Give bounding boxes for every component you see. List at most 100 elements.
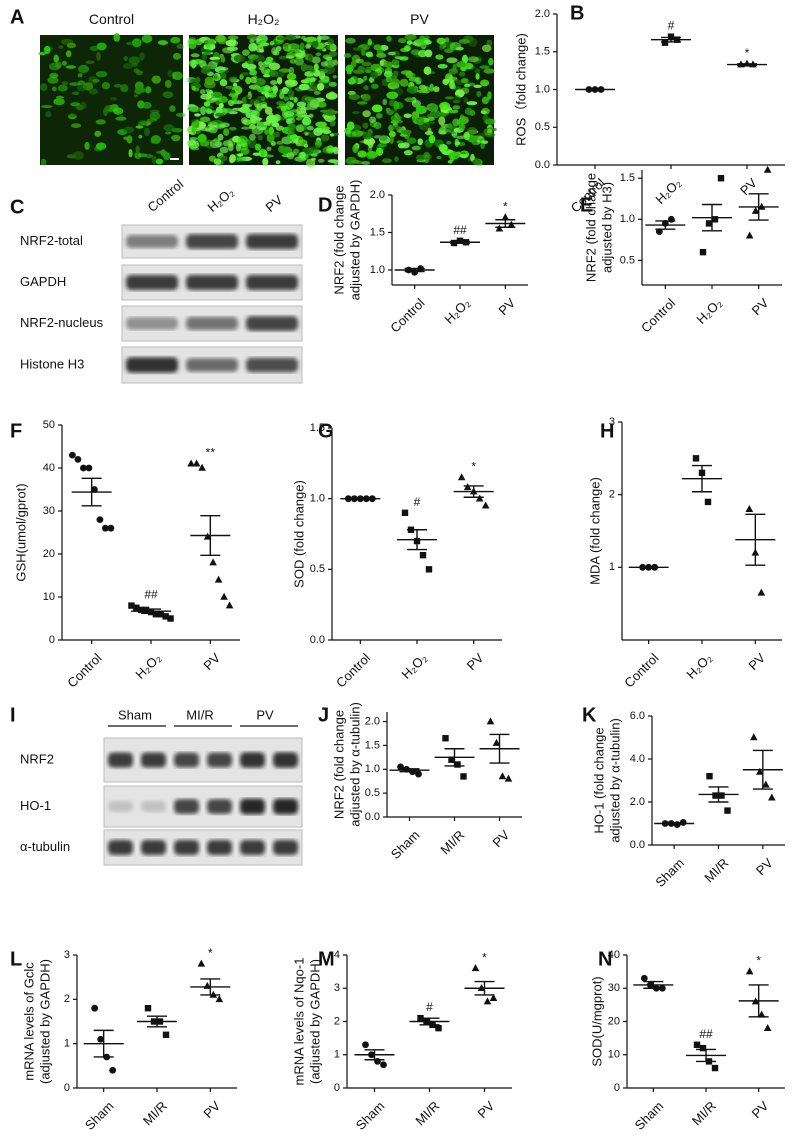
chart: L 0 1 2 3 mRNA levels of Gclc (adjusted by GAP…	[10, 946, 237, 1133]
cell	[163, 124, 175, 132]
cell	[219, 79, 228, 87]
cell	[387, 109, 398, 113]
x-tick-label: Control	[64, 650, 104, 690]
cell	[466, 126, 478, 136]
cell	[76, 84, 88, 92]
data-point	[74, 456, 82, 463]
cell	[387, 51, 396, 56]
cell	[453, 134, 458, 139]
cell	[131, 38, 142, 48]
data-point	[425, 566, 433, 573]
x-tick-label: Control	[333, 650, 373, 690]
significance-label: #	[414, 495, 421, 509]
cell	[479, 79, 490, 87]
data-point	[705, 220, 713, 227]
x-tick-label: MI/R	[412, 1098, 442, 1128]
cell	[345, 64, 354, 73]
chart: M 0 1 2 3 4 mRNA levels of Nqo-1 (adjusted by G…	[291, 948, 512, 1133]
cell	[167, 69, 173, 78]
cell	[306, 158, 316, 168]
cell	[397, 38, 407, 44]
data-point	[481, 501, 490, 509]
cell	[149, 111, 161, 121]
blot-band	[174, 839, 199, 856]
data-point	[762, 780, 770, 788]
data-point	[711, 1064, 719, 1072]
blot-band	[126, 357, 178, 373]
cell	[279, 116, 286, 121]
cell	[362, 110, 371, 118]
data-point	[107, 524, 115, 532]
y-tick-label: 0	[334, 1082, 340, 1094]
cell	[215, 34, 226, 43]
panel-letter: I	[10, 704, 16, 726]
cell	[391, 59, 400, 66]
cell	[241, 96, 247, 106]
cell	[370, 71, 379, 79]
cell	[262, 154, 274, 158]
cell	[400, 47, 410, 53]
x-tick-label: PV	[475, 1098, 498, 1121]
data-point	[419, 552, 427, 559]
data-point	[80, 464, 87, 472]
cell	[123, 56, 129, 61]
cell	[257, 95, 266, 99]
cell	[480, 110, 488, 114]
cell	[232, 82, 238, 87]
cell	[399, 78, 409, 87]
sem-bar	[708, 786, 729, 803]
cell	[67, 113, 78, 118]
cell	[254, 143, 262, 151]
cell	[456, 61, 466, 68]
cell	[139, 52, 145, 61]
cell	[118, 115, 125, 119]
cell	[138, 134, 143, 139]
chart: D 1.0 1.5 2.0 NRF2 (fold change adjusted by G…	[318, 180, 528, 336]
cell	[463, 62, 474, 70]
cell	[293, 148, 300, 154]
data-point	[667, 215, 675, 223]
data-point	[711, 216, 719, 223]
cell	[240, 126, 251, 130]
cell	[429, 83, 434, 92]
blot-band	[126, 235, 178, 248]
y-tick-label: 30	[608, 982, 620, 994]
cell	[199, 89, 206, 95]
cell	[328, 81, 337, 87]
cell	[120, 84, 129, 93]
x-tick-label: PV	[749, 295, 772, 318]
cell	[57, 84, 68, 92]
cell	[352, 47, 363, 51]
cell	[388, 99, 396, 107]
y-axis-label: SOD(U/mgprot)	[589, 976, 604, 1066]
y-tick-label: 1.5	[370, 226, 385, 238]
cell	[171, 127, 184, 133]
cell	[285, 118, 293, 125]
cell	[461, 54, 469, 64]
cell	[304, 132, 309, 136]
cell	[310, 152, 318, 157]
significance-label: *	[756, 954, 761, 968]
blot-band	[246, 233, 298, 250]
cell	[382, 98, 388, 106]
significance-label: #	[668, 19, 675, 33]
y-tick-label: 0.5	[365, 787, 380, 799]
cell	[467, 136, 478, 143]
micrograph	[186, 34, 340, 168]
cell	[187, 106, 198, 112]
cell	[458, 39, 471, 44]
cell	[122, 63, 133, 70]
lane-label: PV	[256, 707, 274, 722]
cell	[276, 105, 285, 109]
y-tick-label: 2	[64, 993, 70, 1005]
data-point	[483, 997, 492, 1005]
cell	[200, 106, 207, 116]
blot-band	[273, 798, 298, 815]
y-axis-label: NRF2 (fold change	[331, 185, 346, 294]
panel-letter: C	[10, 196, 24, 218]
cell	[475, 73, 480, 80]
cell	[66, 42, 76, 49]
cell	[287, 43, 300, 51]
data-point	[704, 498, 712, 506]
y-axis-label: adjusted by α-tubulin)	[347, 702, 362, 827]
